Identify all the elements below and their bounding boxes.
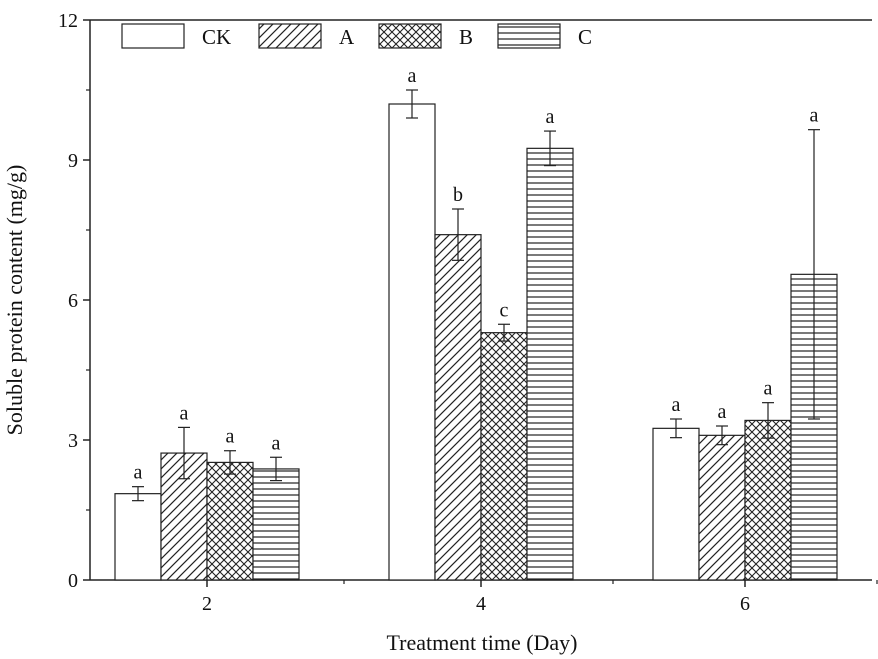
legend-swatch bbox=[121, 23, 185, 49]
significance-letter: a bbox=[764, 378, 773, 400]
bar bbox=[252, 468, 300, 581]
significance-letter: b bbox=[453, 184, 463, 206]
legend-swatch bbox=[497, 23, 561, 49]
legend-swatch bbox=[378, 23, 442, 49]
bar bbox=[698, 434, 746, 581]
y-tick-label: 9 bbox=[68, 150, 78, 172]
bar bbox=[652, 427, 700, 581]
bar bbox=[744, 419, 792, 581]
significance-letter: a bbox=[226, 426, 235, 448]
significance-letter: a bbox=[134, 462, 143, 484]
legend-label: C bbox=[578, 25, 592, 49]
bar bbox=[114, 493, 162, 581]
significance-letter: a bbox=[546, 106, 555, 128]
bar bbox=[434, 234, 482, 581]
bar bbox=[526, 147, 574, 581]
bar bbox=[480, 332, 528, 581]
legend-label: B bbox=[459, 25, 473, 49]
legend: CK A B C bbox=[121, 23, 592, 49]
y-tick-label: 3 bbox=[68, 430, 78, 452]
x-tick-label: 6 bbox=[740, 593, 750, 615]
x-axis-title: Treatment time (Day) bbox=[386, 630, 577, 655]
significance-letter: a bbox=[272, 432, 281, 454]
bar bbox=[388, 103, 436, 581]
x-tick-label: 2 bbox=[202, 593, 212, 615]
y-tick-label: 12 bbox=[58, 10, 78, 32]
legend-label: CK bbox=[202, 25, 231, 49]
y-tick-label: 0 bbox=[68, 570, 78, 592]
significance-letter: a bbox=[810, 105, 819, 127]
bar bbox=[206, 461, 254, 581]
significance-letter: a bbox=[718, 401, 727, 423]
x-tick-label: 4 bbox=[476, 593, 486, 615]
legend-swatch bbox=[258, 23, 322, 49]
y-tick-label: 6 bbox=[68, 290, 78, 312]
significance-letter: a bbox=[180, 402, 189, 424]
significance-letter: c bbox=[500, 299, 509, 321]
bars: a a a a a b c a a a a a bbox=[114, 65, 838, 581]
legend-label: A bbox=[339, 25, 355, 49]
significance-letter: a bbox=[672, 394, 681, 416]
y-axis-title: Soluble protein content (mg/g) bbox=[2, 165, 27, 436]
significance-letter: a bbox=[408, 65, 417, 87]
